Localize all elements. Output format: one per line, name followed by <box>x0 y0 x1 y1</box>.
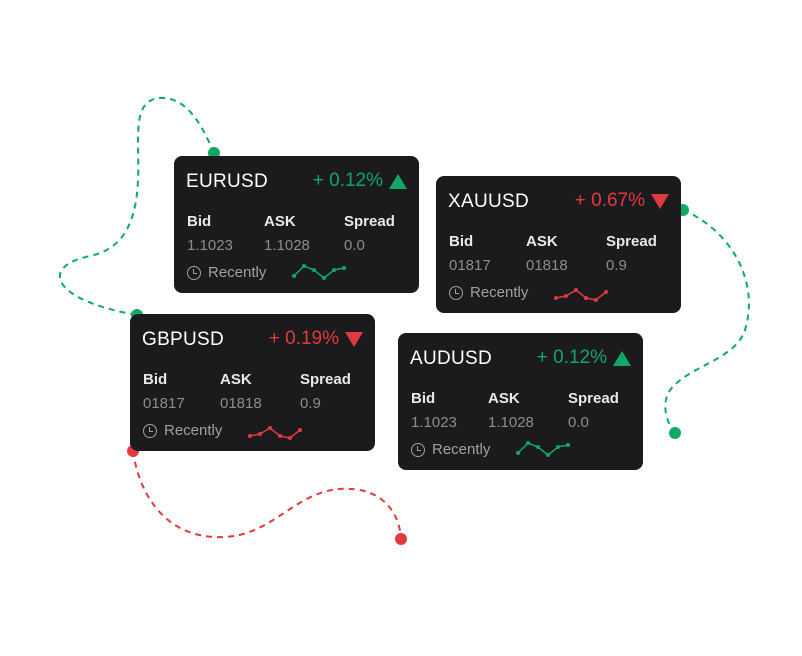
pair-name: EURUSD <box>186 171 269 192</box>
sparkline-point <box>298 428 302 432</box>
ask-value: 1.1028 <box>264 237 310 254</box>
sparkline-point <box>594 298 598 302</box>
bid-label: Bid <box>143 371 168 388</box>
sparkline-point <box>536 445 540 449</box>
recently-row: Recently <box>143 422 222 439</box>
triangle-up-icon <box>389 173 407 189</box>
recently-label: Recently <box>208 264 267 281</box>
sparkline-line <box>517 442 569 456</box>
change-value: + 0.67% <box>574 190 645 211</box>
clock-icon <box>143 423 157 438</box>
sparkline-line <box>293 265 345 279</box>
recently-label: Recently <box>164 422 223 439</box>
recently-row: Recently <box>449 284 528 301</box>
sparkline-point <box>292 274 296 278</box>
sparkline <box>516 441 570 457</box>
ask-value: 01818 <box>526 257 568 274</box>
recently-row: Recently <box>187 264 266 281</box>
bid-label: Bid <box>411 390 436 407</box>
sparkline-point <box>332 268 336 272</box>
sparkline-point <box>268 426 272 430</box>
sparkline-point <box>248 434 252 438</box>
sparkline-point <box>288 436 292 440</box>
spread-label: Spread <box>344 213 395 230</box>
sparkline-point <box>584 296 588 300</box>
recently-label: Recently <box>470 284 529 301</box>
bid-label: Bid <box>449 233 474 250</box>
spread-label: Spread <box>606 233 657 250</box>
sparkline-point <box>546 453 550 457</box>
ask-label: ASK <box>488 390 520 407</box>
ask-label: ASK <box>526 233 558 250</box>
pair-name: GBPUSD <box>142 329 225 350</box>
pair-name: AUDUSD <box>410 348 493 369</box>
sparkline-point <box>258 432 262 436</box>
bid-value: 1.1023 <box>187 237 233 254</box>
connector-dot <box>669 427 681 439</box>
change-value: + 0.19% <box>268 328 339 349</box>
triangle-up-icon <box>613 350 631 366</box>
connector-dot <box>395 533 407 545</box>
sparkline-point <box>526 441 530 445</box>
triangle-down-icon <box>651 193 669 209</box>
sparkline-point <box>574 288 578 292</box>
sparkline-line <box>249 427 301 439</box>
sparkline <box>554 288 608 302</box>
clock-icon <box>449 285 463 300</box>
sparkline <box>292 264 346 280</box>
spread-label: Spread <box>568 390 619 407</box>
change-indicator: + 0.67% <box>575 190 669 212</box>
change-value: + 0.12% <box>536 347 607 368</box>
bid-value: 01817 <box>449 257 491 274</box>
bid-value: 1.1023 <box>411 414 457 431</box>
clock-icon <box>411 442 425 457</box>
sparkline-point <box>302 264 306 268</box>
change-indicator: + 0.12% <box>537 347 631 369</box>
change-indicator: + 0.12% <box>313 170 407 192</box>
spread-label: Spread <box>300 371 351 388</box>
sparkline-line <box>555 289 607 301</box>
sparkline-point <box>312 268 316 272</box>
bid-label: Bid <box>187 213 212 230</box>
change-indicator: + 0.19% <box>269 328 363 350</box>
sparkline-point <box>278 434 282 438</box>
sparkline-point <box>564 294 568 298</box>
spread-value: 0.0 <box>568 414 589 431</box>
sparkline-point <box>604 290 608 294</box>
pair-name: XAUUSD <box>448 191 529 212</box>
recently-label: Recently <box>432 441 491 458</box>
bid-value: 01817 <box>143 395 185 412</box>
ticker-card-audusd[interactable]: AUDUSD + 0.12% Bid ASK Spread 1.1023 1.1… <box>398 333 643 470</box>
sparkline-point <box>516 451 520 455</box>
triangle-down-icon <box>345 331 363 347</box>
ticker-card-gbpusd[interactable]: GBPUSD + 0.19% Bid ASK Spread 01817 0181… <box>130 314 375 451</box>
spread-value: 0.9 <box>300 395 321 412</box>
sparkline-point <box>554 296 558 300</box>
ask-label: ASK <box>264 213 296 230</box>
sparkline <box>248 426 302 440</box>
ask-label: ASK <box>220 371 252 388</box>
recently-row: Recently <box>411 441 490 458</box>
sparkline-point <box>556 445 560 449</box>
ask-value: 1.1028 <box>488 414 534 431</box>
sparkline-point <box>322 276 326 280</box>
clock-icon <box>187 265 201 280</box>
ask-value: 01818 <box>220 395 262 412</box>
spread-value: 0.9 <box>606 257 627 274</box>
sparkline-point <box>342 266 346 270</box>
sparkline-point <box>566 443 570 447</box>
ticker-card-xauusd[interactable]: XAUUSD + 0.67% Bid ASK Spread 01817 0181… <box>436 176 681 313</box>
spread-value: 0.0 <box>344 237 365 254</box>
ticker-card-eurusd[interactable]: EURUSD + 0.12% Bid ASK Spread 1.1023 1.1… <box>174 156 419 293</box>
change-value: + 0.12% <box>312 170 383 191</box>
